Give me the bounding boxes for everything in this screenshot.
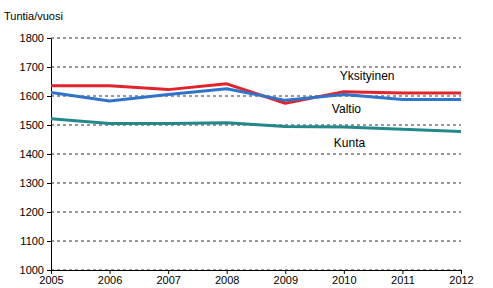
y-tick-label: 1800 (20, 32, 44, 44)
x-tick-label: 2008 (215, 274, 239, 286)
x-tick: 2007 (156, 270, 180, 286)
x-axis: 2005 2006 2007 2008 2009 2010 2011 2012 (39, 270, 473, 286)
grid-line (51, 154, 461, 155)
grid-line (51, 38, 461, 39)
series-line (51, 89, 461, 101)
y-tick: 1600 (20, 90, 51, 102)
grid-line (51, 212, 461, 213)
x-tick: 2008 (215, 270, 239, 286)
y-tick: 1800 (20, 32, 51, 44)
x-tick: 2005 (39, 270, 63, 286)
series-label: Kunta (334, 136, 366, 150)
x-tick-label: 2012 (449, 274, 473, 286)
x-tick: 2009 (274, 270, 298, 286)
y-axis: 100011001200130014001500160017001800 (20, 32, 52, 276)
y-axis-title: Tuntia/vuosi (4, 10, 63, 22)
grid-line (51, 67, 461, 68)
chart: 1000110012001300140015001600170018002005… (0, 0, 493, 288)
y-tick-mark (47, 96, 51, 97)
y-tick-label: 1300 (20, 177, 44, 189)
x-tick-label: 2005 (39, 274, 63, 286)
y-tick-label: 1700 (20, 61, 44, 73)
y-tick: 1300 (20, 177, 51, 189)
y-tick: 1700 (20, 61, 51, 73)
x-tick-label: 2006 (98, 274, 122, 286)
x-tick: 2012 (449, 270, 473, 286)
grid-line (51, 270, 461, 271)
y-tick-label: 1400 (20, 148, 44, 160)
y-tick-label: 1100 (20, 235, 44, 247)
y-tick-mark (47, 125, 51, 126)
series-label: Valtio (332, 102, 361, 116)
y-tick-mark (47, 270, 51, 271)
series-label: Yksityinen (340, 69, 395, 83)
y-tick-mark (47, 212, 51, 213)
grid-line (51, 183, 461, 184)
x-tick: 2011 (391, 270, 415, 286)
x-tick: 2010 (332, 270, 356, 286)
y-tick: 1500 (20, 119, 51, 131)
lines (51, 84, 461, 132)
y-tick: 1100 (20, 235, 51, 247)
y-tick: 1400 (20, 148, 51, 160)
y-tick-mark (47, 154, 51, 155)
y-tick: 1200 (20, 206, 51, 218)
y-tick-mark (47, 241, 51, 242)
y-axis-line (51, 39, 52, 271)
y-tick-mark (47, 38, 51, 39)
y-tick-label: 1600 (20, 90, 44, 102)
series-line (51, 84, 461, 103)
x-tick-label: 2007 (156, 274, 180, 286)
x-tick-label: 2010 (332, 274, 356, 286)
x-tick-label: 2011 (391, 274, 415, 286)
y-tick-label: 1500 (20, 119, 44, 131)
grid (51, 38, 461, 270)
plot: 1000110012001300140015001600170018002005… (20, 32, 474, 286)
y-tick-mark (47, 67, 51, 68)
x-tick-label: 2009 (274, 274, 298, 286)
x-axis-line (52, 270, 462, 271)
y-tick-mark (47, 183, 51, 184)
x-tick: 2006 (98, 270, 122, 286)
grid-line (51, 241, 461, 242)
y-tick-label: 1200 (20, 206, 44, 218)
series-line (51, 119, 461, 132)
